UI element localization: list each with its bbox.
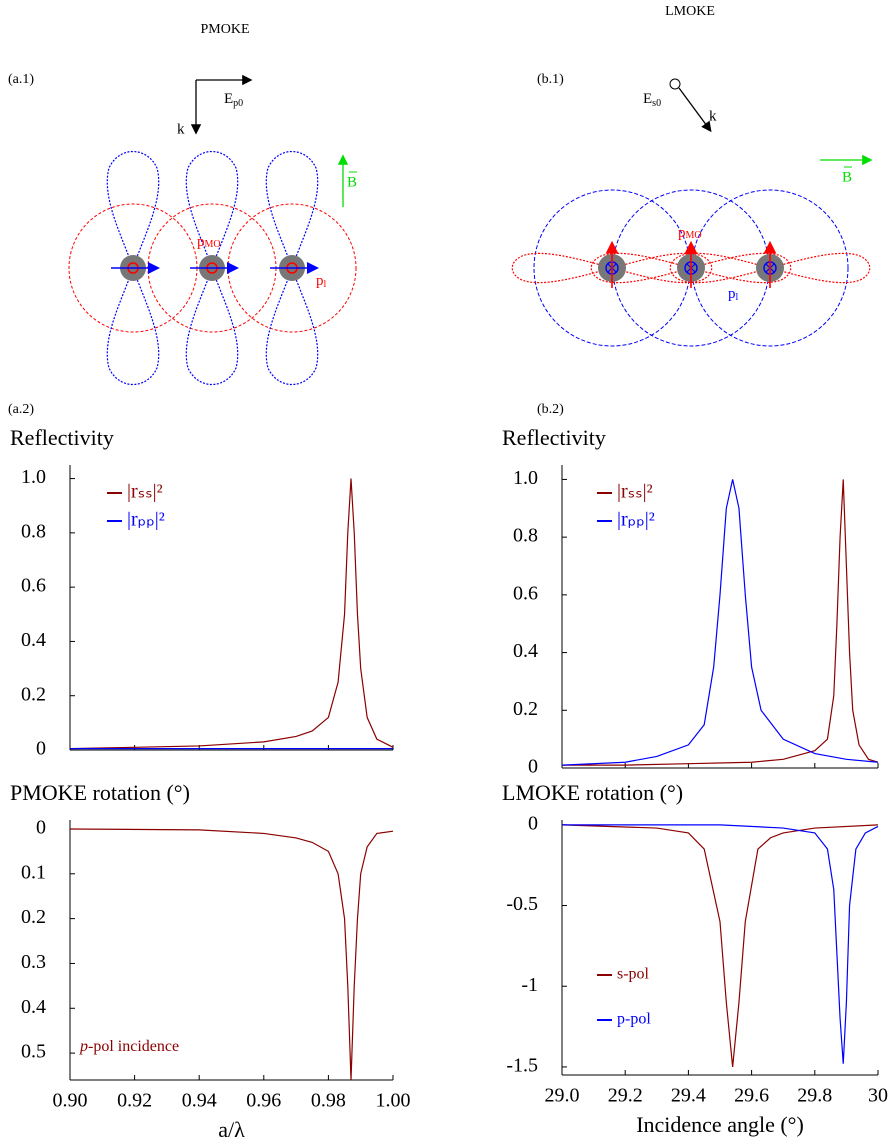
series-line — [561, 824, 879, 1067]
k-label: k — [709, 108, 717, 124]
y-tick-label: 0.1 — [21, 861, 46, 883]
field-label: Es0 — [643, 91, 661, 109]
x-tick-label: 29.0 — [545, 1085, 580, 1107]
y-tick-label: 1.0 — [513, 467, 538, 489]
x-tick-label: 0.94 — [182, 1090, 217, 1112]
y-tick-label: 0.6 — [513, 582, 538, 604]
legend-label: |rₛₛ|² — [127, 481, 163, 503]
panel-label: (b.1) — [537, 72, 564, 87]
y-tick-label: 0.8 — [513, 525, 538, 547]
x-axis-label: Incidence angle (°) — [636, 1112, 804, 1137]
x-tick-label: 29.8 — [797, 1085, 832, 1107]
pmo-label: pMO — [197, 234, 221, 250]
pl-main: p — [728, 286, 736, 302]
pmo-sub: MO — [205, 239, 221, 250]
b-label: B — [347, 174, 357, 190]
k-label: k — [177, 121, 185, 137]
legend-label: |rₚₚ|² — [617, 509, 655, 531]
x-tick-label: 0.90 — [53, 1090, 88, 1112]
field-label: Ep0 — [224, 91, 243, 109]
chart-title: Reflectivity — [10, 425, 114, 450]
x-tick-label: 0.98 — [311, 1090, 346, 1112]
radiation-lobe — [669, 252, 871, 284]
pl-label: pl — [728, 286, 739, 303]
y-tick-label: 0.2 — [513, 698, 538, 720]
series-line — [69, 478, 394, 750]
diagram-title: PMOKE — [200, 22, 249, 37]
x-axis-label: a/λ — [218, 1117, 245, 1142]
field-symbol — [669, 78, 681, 90]
field-main: E — [224, 91, 233, 107]
pl-label: pl — [316, 273, 327, 290]
legend-label: s-pol — [617, 966, 650, 983]
radiation-lobe — [511, 252, 713, 284]
panel-label: (a.1) — [8, 72, 34, 87]
radiation-lobe — [265, 151, 319, 385]
series-line — [562, 824, 879, 1064]
field-main: E — [643, 91, 652, 107]
diagrams — [68, 74, 873, 385]
arrow — [678, 87, 712, 133]
radiation-lobe — [590, 252, 792, 284]
y-tick-label: 0.3 — [21, 951, 46, 973]
legend-label: |rₚₚ|² — [127, 509, 165, 531]
radiation-lobe — [106, 151, 160, 385]
pl-sub: l — [324, 279, 327, 290]
legend-label: |rₛₛ|² — [617, 481, 653, 503]
y-tick-label: 0 — [528, 812, 538, 834]
chart-title: Reflectivity — [502, 425, 606, 450]
x-tick-label: 29.2 — [608, 1085, 643, 1107]
chart-title: LMOKE rotation (°) — [502, 780, 683, 805]
y-tick-label: 0.6 — [21, 575, 46, 597]
y-tick-label: 0.8 — [21, 520, 46, 542]
pl-sub: l — [736, 292, 739, 303]
y-tick-label: 0.5 — [21, 1041, 46, 1063]
field-sub: p0 — [233, 98, 243, 109]
y-tick-label: 1.0 — [21, 466, 46, 488]
x-tick-label: 0.92 — [117, 1090, 152, 1112]
annotation-italic: p — [79, 1038, 88, 1055]
pl-main: p — [316, 273, 324, 289]
panel-label: (a.2) — [8, 402, 34, 417]
y-tick-label: 0.4 — [21, 996, 46, 1018]
pmo-label: pMO — [678, 225, 702, 241]
annotation-text: -pol incidence — [88, 1038, 179, 1055]
annotation: p-pol incidence — [79, 1038, 179, 1055]
series-line — [562, 479, 879, 766]
y-tick-label: 0 — [36, 738, 46, 760]
series-line — [561, 479, 879, 766]
x-tick-label: 30 — [868, 1085, 888, 1107]
b-label: B — [842, 169, 852, 185]
y-tick-label: 0.2 — [21, 906, 46, 928]
x-tick-label: 0.96 — [246, 1090, 281, 1112]
y-tick-label: 0 — [36, 817, 46, 839]
near-field — [691, 189, 849, 347]
pmo-sub: MO — [686, 230, 702, 241]
y-tick-label: 0.2 — [21, 683, 46, 705]
x-tick-label: 1.00 — [376, 1090, 411, 1112]
pmo-main: p — [197, 234, 205, 250]
y-tick-label: -1.5 — [506, 1055, 538, 1077]
series-line — [69, 828, 394, 1081]
field-sub: s0 — [652, 98, 661, 109]
y-tick-label: -0.5 — [506, 893, 538, 915]
y-tick-label: 0.4 — [513, 640, 538, 662]
diagram-title: LMOKE — [665, 4, 715, 19]
y-tick-label: -1 — [521, 974, 538, 996]
chart-title: PMOKE rotation (°) — [10, 780, 190, 805]
x-tick-label: 29.4 — [671, 1085, 706, 1107]
pmo-main: p — [678, 225, 686, 241]
legend-label: p-pol — [617, 1011, 651, 1028]
x-tick-label: 29.6 — [734, 1085, 769, 1107]
radiation-lobe — [185, 151, 239, 385]
panel-label: (b.2) — [537, 402, 564, 417]
y-tick-label: 0.4 — [21, 629, 46, 651]
y-tick-label: 0 — [528, 756, 538, 778]
